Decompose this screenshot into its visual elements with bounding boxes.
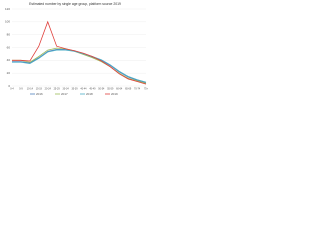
x-tick-label: 40-44 [80,88,87,91]
y-tick-label: 80 [7,32,11,36]
x-tick-label: 50-54 [98,88,105,91]
x-tick-label: 30-34 [63,88,70,91]
x-tick-label: 35-39 [71,88,78,91]
chart: Estimated number by single age group, pl… [0,0,150,100]
page: {"chart_data":{"type":"line","title":"Es… [0,0,320,100]
x-tick-label: 25-29 [54,88,61,91]
x-tick-label: 55-59 [107,88,114,91]
background [0,0,150,100]
y-tick-label: 0 [8,84,10,88]
x-tick-label: 0-4 [10,88,14,91]
x-tick-label: 60-64 [116,88,123,91]
x-tick-label: 10-14 [27,88,34,91]
y-tick-label: 60 [7,45,11,49]
x-tick-label: 65-69 [125,88,132,91]
chart-title: Estimated number by single age group, pl… [29,2,121,6]
x-tick-label: 75+ [144,88,149,91]
y-tick-label: 120 [5,7,10,11]
legend-label: 2016 [36,92,43,96]
legend-label: 2018 [86,92,93,96]
y-tick-label: 40 [7,58,11,62]
series-line [12,20,147,85]
legend-label: 2019 [111,92,118,96]
x-tick-label: 15-19 [36,88,43,91]
legend-label: 2017 [61,92,68,96]
x-tick-label: 70-74 [134,88,141,91]
x-tick-label: 45-49 [89,88,96,91]
x-tick-label: 5-9 [19,88,23,91]
y-tick-label: 100 [5,20,10,24]
series-line [12,49,147,83]
x-tick-label: 20-24 [45,88,52,91]
y-tick-label: 20 [7,71,11,75]
